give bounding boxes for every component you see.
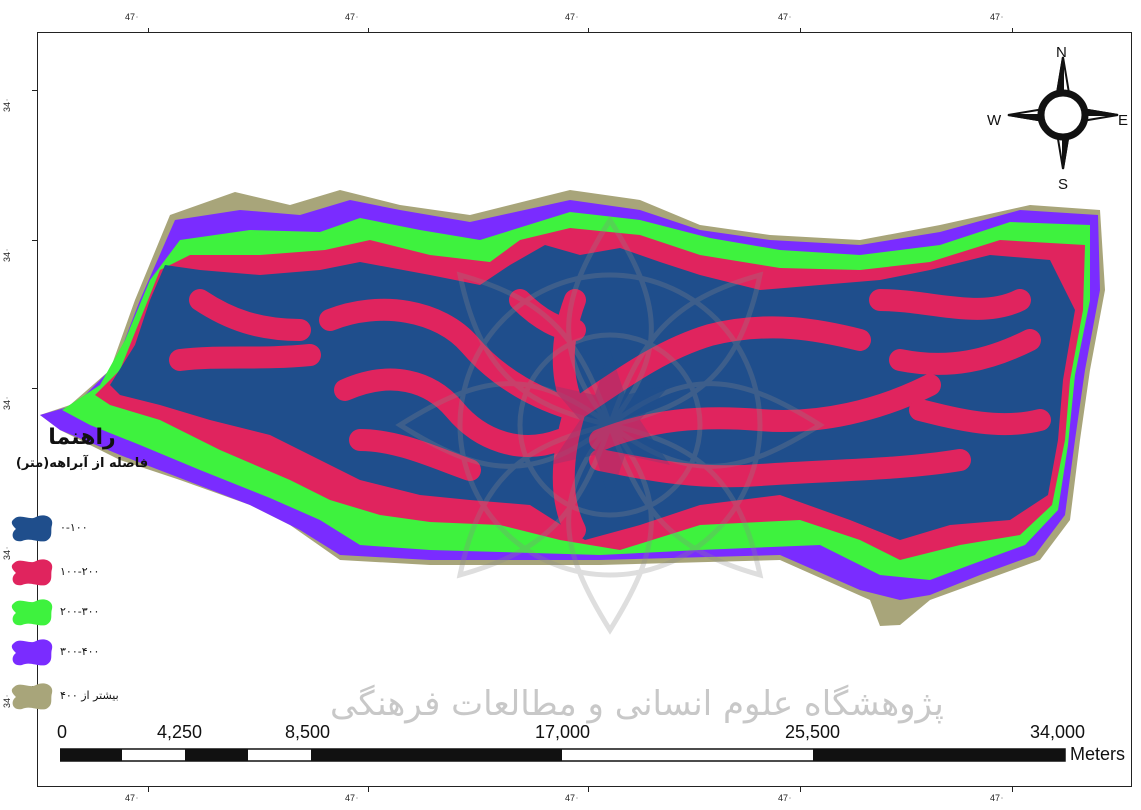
legend-item: ۱۰۰-۲۰۰ [2,557,192,593]
stream-buffers [169,289,1051,541]
legend-label: ۲۰۰-۳۰۰ [60,605,100,618]
scale-label: 4,250 [157,722,203,742]
bottom-tick-label: 47° [565,793,579,803]
legend-subtitle: فاصله از آبراهه(متر) [15,456,149,471]
bottom-tick-label: 47° [990,793,1004,803]
scale-label: 0 [57,722,68,742]
compass-s: S [1058,176,1069,193]
legend-label: ۰-۱۰۰ [60,521,88,534]
scale-label: 25,500 [785,722,841,742]
legend-item: ۲۰۰-۳۰۰ [2,597,192,633]
legend-swatch [11,599,53,626]
compass-w: W [987,112,1002,129]
legend-swatch [11,559,53,586]
scale-bar-graphic [60,748,1066,762]
top-tick-label: 47° [990,12,1004,22]
scale-unit: Meters [1070,744,1126,764]
north-arrow-icon [1007,56,1119,170]
bottom-tick-label: 47° [345,793,359,803]
top-tick-label: 47° [125,12,139,22]
watermark-emblem [395,215,825,635]
compass-e: E [1118,112,1129,129]
top-tick-label: 47° [565,12,579,22]
legend-label: بیشتر از ۴۰۰ [60,689,119,702]
legend-item: ۰-۱۰۰ [2,513,192,549]
legend-label: ۱۰۰-۲۰۰ [60,565,100,578]
legend-item: بیشتر از ۴۰۰ [2,681,192,717]
watermark-text: پژوهشگاه علوم انسانی و مطالعات فرهنگی [330,684,944,724]
scale-label: 34,000 [1030,722,1086,742]
legend-swatch [11,515,53,542]
legend-swatch [11,639,53,666]
bottom-tick-label: 47° [778,793,792,803]
top-tick-label: 47° [778,12,792,22]
scale-label: 8,500 [285,722,331,742]
legend-item: ۳۰۰-۴۰۰ [2,637,192,673]
top-tick-label: 47° [345,12,359,22]
compass-n: N [1056,44,1067,61]
scale-label: 17,000 [535,722,591,742]
bottom-tick-label: 47° [125,793,139,803]
legend-swatch [11,683,53,710]
legend-title: راهنما [48,425,116,450]
legend-label: ۳۰۰-۴۰۰ [60,645,100,658]
